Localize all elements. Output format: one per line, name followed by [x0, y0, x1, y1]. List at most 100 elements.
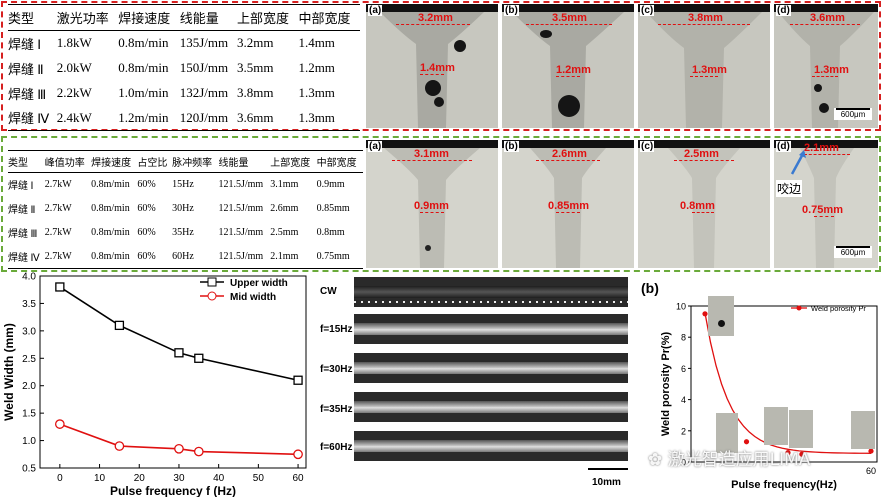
table1-cell: 132J/mm: [179, 85, 229, 100]
table2-header: 脉冲频率: [172, 158, 213, 169]
data-point: [55, 282, 65, 292]
table2-header: 中部宽度: [316, 158, 357, 169]
mid-width-label: 1.2mm: [556, 64, 591, 76]
top-width-arrow: [804, 154, 850, 155]
table1-cell: 焊缝 Ⅰ: [8, 36, 42, 52]
table2-cell: 0.9mm: [316, 179, 345, 191]
table1-cell: 1.0m/min: [118, 85, 169, 100]
data-point: [174, 348, 184, 358]
y-tick-label: 0: [681, 458, 686, 468]
scalebar-label: 600μm: [840, 248, 866, 257]
table2-row: 焊缝 Ⅲ 2.7kW 0.8m/min 60% 35Hz 121.5J/mm 2.5mm 0.…: [8, 221, 363, 245]
cw-micrograph-c: (c) 3.8mm 1.3mm: [638, 4, 770, 128]
table2-cell: 3.1mm: [270, 179, 299, 191]
table2-header: 类型: [8, 158, 28, 169]
x-tick-label: 60: [292, 473, 304, 484]
table2-cell: 0.8mm: [316, 227, 345, 238]
table2-cell: 2.7kW: [44, 227, 72, 238]
table1-cell: 2.2kW: [56, 85, 92, 100]
mid-width-arrow: [420, 212, 444, 213]
top-width-arrow: [526, 24, 612, 25]
data-point: [785, 450, 791, 456]
pulse-micrograph-a: (a) 3.1mm 0.9mm: [366, 140, 498, 268]
x-tick-label: 40: [213, 473, 225, 484]
cw-micrograph-a: (a) 3.2mm 1.4mm: [366, 4, 498, 128]
watermark-text: 激光智造应用LIMA: [667, 450, 811, 470]
pulse-micrograph-b: (b) 2.6mm 0.85mm: [502, 140, 634, 268]
y-tick-label: 0.5: [22, 464, 36, 475]
table2-cell: 0.8m/min: [91, 179, 130, 191]
cw-section-frame: [1, 1, 881, 131]
table1-header: 中部宽度: [298, 11, 351, 26]
weld-cross-section-shape: [366, 140, 498, 268]
top-width-label: 3.5mm: [552, 12, 587, 24]
legend-label: Upper width: [230, 278, 288, 289]
mid-width-label: 1.4mm: [420, 62, 455, 74]
porosity-inset-micrograph: [716, 413, 738, 453]
pulse-micrograph-c: (c) 2.5mm 0.8mm: [638, 140, 770, 268]
mid-width-label: 0.75mm: [802, 204, 843, 216]
table2-cell: 0.8m/min: [91, 227, 130, 238]
data-point: [702, 311, 708, 317]
top-width-arrow: [674, 160, 734, 161]
data-point: [868, 448, 874, 454]
y-axis-label: Weld porosity Pr(%): [660, 332, 672, 437]
plot-frame: [690, 305, 878, 463]
y-tick-label: 10: [676, 302, 686, 312]
legend-marker: [796, 305, 802, 311]
table2-cell: 0.8m/min: [91, 203, 130, 214]
cw-parameter-table: 类型 激光功率 焊接速度 线能量 上部宽度 中部宽度 焊缝 Ⅰ 1.8kW 0.…: [8, 4, 360, 131]
legend-label: Weld porosity Pr: [811, 304, 866, 313]
table1-cell: 1.8kW: [56, 35, 92, 51]
panel-label: (d): [776, 141, 791, 152]
table2-cell: 0.75mm: [316, 250, 350, 262]
top-width-label: 3.1mm: [414, 148, 449, 160]
weld-cross-section-shape: [774, 140, 878, 268]
table1-row: 焊缝 Ⅲ 2.2kW 1.0m/min 132J/mm 3.8mm 1.3mm: [8, 81, 360, 106]
strip-label: f=60Hz: [320, 442, 353, 453]
scalebar: 600μm: [834, 108, 872, 120]
table1-cell: 1.3mm: [298, 109, 335, 125]
pulse-parameter-table: 类型 峰值功率 焊接速度 占空比 脉冲频率 线能量 上部宽度 中部宽度 焊缝 Ⅰ…: [8, 150, 363, 269]
table2-cell: 2.6mm: [270, 203, 299, 214]
table2-header: 占空比: [137, 158, 168, 169]
table2-row: 焊缝 Ⅳ 2.7kW 0.8m/min 60% 60Hz 121.5J/mm 2.1mm 0.…: [8, 245, 363, 269]
table1-row: 焊缝 Ⅳ 2.4kW 1.2m/min 120J/mm 3.6mm 1.3mm: [8, 106, 360, 131]
table1-cell: 0.8m/min: [118, 60, 169, 75]
mid-width-label: 1.3mm: [814, 64, 849, 76]
y-tick-label: 6: [681, 364, 686, 374]
table1-cell: 3.5mm: [236, 60, 274, 75]
y-tick-label: 3.5: [22, 299, 36, 310]
legend-label: Mid width: [230, 292, 276, 303]
table1-cell: 焊缝 Ⅱ: [8, 61, 44, 77]
cw-micrograph-d: (d) 3.6mm 1.3mm 600μm: [774, 4, 878, 128]
table2-cell: 30Hz: [172, 203, 194, 214]
y-tick-label: 2.0: [22, 381, 36, 392]
weld-strip-35hz: [354, 392, 628, 422]
y-axis-label: Weld Width (mm): [2, 323, 16, 421]
x-tick-label: 50: [253, 473, 265, 484]
data-point: [293, 375, 303, 385]
data-point: [114, 320, 125, 331]
top-width-arrow: [790, 24, 860, 25]
porosity-chart: 0 2 4 6 8 10 60 Pulse frequency(Hz) Weld porosit…: [660, 302, 878, 491]
weld-cross-section-shape: [638, 4, 770, 128]
data-point: [743, 439, 750, 445]
table2-cell: 121.5J/mm: [218, 203, 264, 214]
top-width-label: 3.2mm: [418, 12, 453, 24]
table2-row: 焊缝 Ⅰ 2.7kW 0.8m/min 60% 15Hz 121.5J/mm 3.1mm 0.…: [8, 173, 363, 197]
y-tick-label: 4: [681, 395, 686, 405]
strip-label: f=15Hz: [320, 324, 353, 335]
data-point: [194, 353, 204, 363]
table1-header: 类型: [8, 11, 35, 26]
strip-label: f=30Hz: [320, 364, 353, 375]
undercut-arrow-icon: [790, 150, 806, 175]
mid-width-arrow: [692, 212, 714, 213]
panel-label: (c): [640, 5, 655, 16]
weld-strip-60hz: [354, 431, 628, 461]
table2-cell: 2.7kW: [44, 203, 72, 214]
table1-cell: 1.2mm: [298, 60, 335, 75]
table1-cell: 150J/mm: [179, 60, 229, 75]
table1-header: 线能量: [179, 11, 219, 26]
undercut-label: 咬边: [776, 180, 803, 197]
